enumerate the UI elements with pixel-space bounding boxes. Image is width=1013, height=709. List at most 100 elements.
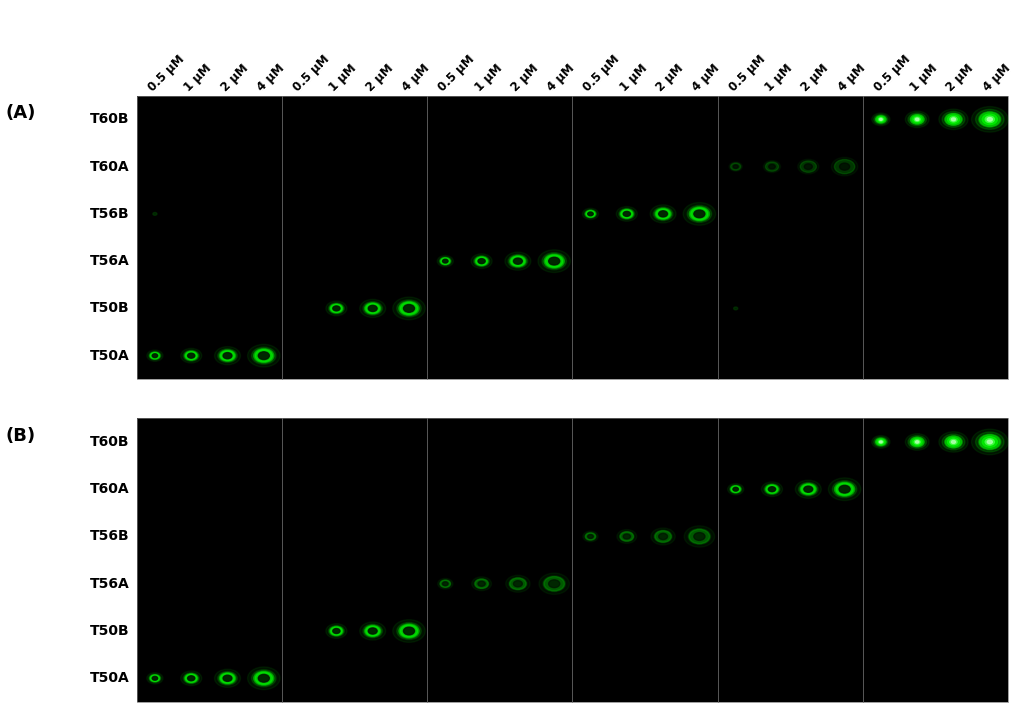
Circle shape: [733, 307, 737, 310]
Circle shape: [908, 113, 927, 125]
Bar: [137, 96, 1008, 379]
Circle shape: [979, 111, 1001, 127]
Text: 2 μM: 2 μM: [509, 62, 541, 94]
Circle shape: [180, 671, 202, 686]
Circle shape: [509, 255, 528, 268]
Circle shape: [906, 111, 929, 128]
Text: 2 μM: 2 μM: [654, 62, 686, 94]
Circle shape: [616, 206, 637, 221]
Bar: [137, 96, 1008, 379]
Circle shape: [730, 163, 741, 170]
Text: T60B: T60B: [90, 112, 130, 126]
Text: 0.5 μM: 0.5 μM: [437, 53, 477, 94]
Circle shape: [328, 303, 344, 314]
Circle shape: [180, 348, 202, 363]
Circle shape: [620, 209, 633, 218]
Circle shape: [510, 578, 526, 589]
Circle shape: [475, 579, 488, 588]
Circle shape: [804, 164, 812, 169]
Circle shape: [688, 529, 710, 545]
Circle shape: [403, 304, 414, 313]
Circle shape: [877, 440, 884, 445]
Circle shape: [762, 482, 783, 496]
Circle shape: [251, 347, 276, 364]
Text: 1 μM: 1 μM: [618, 62, 650, 94]
Circle shape: [769, 164, 775, 169]
Circle shape: [369, 306, 377, 311]
Circle shape: [620, 532, 633, 541]
Circle shape: [326, 624, 347, 638]
Circle shape: [543, 576, 565, 591]
Circle shape: [332, 628, 340, 634]
Circle shape: [474, 256, 489, 267]
Text: T60A: T60A: [90, 482, 130, 496]
Circle shape: [152, 354, 158, 357]
Circle shape: [585, 210, 597, 218]
Circle shape: [187, 676, 194, 681]
Text: (B): (B): [5, 427, 35, 445]
Circle shape: [504, 252, 531, 270]
Circle shape: [360, 622, 386, 640]
Circle shape: [369, 628, 377, 634]
Text: 0.5 μM: 0.5 μM: [726, 53, 768, 94]
Circle shape: [588, 535, 594, 538]
Circle shape: [875, 116, 886, 123]
Circle shape: [440, 580, 451, 588]
Text: T56B: T56B: [90, 207, 130, 221]
Circle shape: [768, 486, 776, 492]
Circle shape: [944, 436, 962, 448]
Circle shape: [910, 437, 925, 447]
Circle shape: [472, 577, 491, 591]
Circle shape: [942, 111, 964, 128]
Circle shape: [403, 627, 414, 635]
Circle shape: [872, 113, 890, 125]
Circle shape: [764, 484, 780, 495]
Circle shape: [247, 667, 280, 690]
Circle shape: [539, 573, 569, 594]
Circle shape: [149, 352, 161, 360]
Text: 0.5 μM: 0.5 μM: [291, 53, 332, 94]
Circle shape: [655, 531, 672, 542]
Text: 2 μM: 2 μM: [364, 62, 396, 94]
Circle shape: [475, 257, 488, 266]
Text: 1 μM: 1 μM: [327, 62, 360, 94]
Text: 4 μM: 4 μM: [690, 62, 722, 94]
Circle shape: [655, 208, 672, 220]
Text: T50B: T50B: [90, 624, 130, 638]
Circle shape: [147, 350, 163, 362]
Circle shape: [441, 257, 451, 264]
Circle shape: [586, 533, 596, 540]
Circle shape: [950, 440, 957, 445]
Bar: [137, 418, 1008, 702]
Circle shape: [988, 440, 993, 444]
Circle shape: [939, 432, 968, 452]
Circle shape: [223, 352, 232, 359]
Text: T56A: T56A: [90, 576, 130, 591]
Circle shape: [542, 252, 566, 269]
Circle shape: [658, 211, 668, 217]
Circle shape: [913, 438, 922, 445]
Circle shape: [804, 486, 812, 492]
Circle shape: [215, 669, 240, 688]
Text: 4 μM: 4 μM: [400, 62, 433, 94]
Circle shape: [951, 440, 955, 443]
Circle shape: [729, 162, 743, 172]
Circle shape: [150, 675, 160, 682]
Circle shape: [733, 164, 738, 169]
Circle shape: [147, 673, 163, 684]
Circle shape: [878, 118, 883, 121]
Circle shape: [153, 213, 157, 216]
Circle shape: [514, 258, 523, 264]
Circle shape: [732, 487, 738, 491]
Circle shape: [840, 163, 850, 170]
Text: 0.5 μM: 0.5 μM: [581, 53, 623, 94]
Circle shape: [509, 578, 527, 590]
Circle shape: [393, 297, 425, 320]
Circle shape: [538, 250, 570, 272]
Circle shape: [399, 301, 419, 316]
Text: T50B: T50B: [90, 301, 130, 316]
Circle shape: [914, 440, 920, 444]
Text: 4 μM: 4 μM: [545, 62, 577, 94]
Text: (A): (A): [5, 104, 35, 122]
Circle shape: [689, 530, 709, 544]
